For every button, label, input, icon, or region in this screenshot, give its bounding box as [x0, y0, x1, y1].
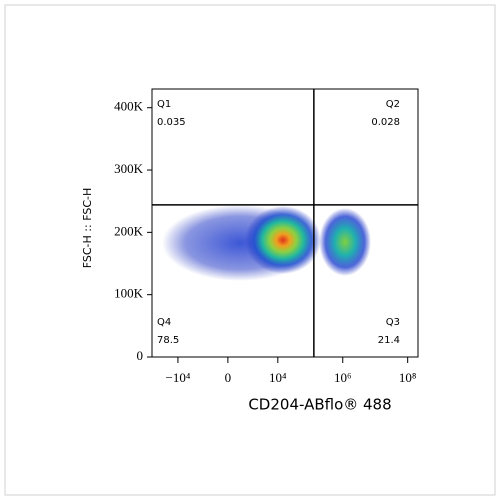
- quadrant-value: 0.035: [157, 117, 186, 128]
- quadrant-value: 78.5: [157, 335, 179, 346]
- quadrant-name: Q3: [386, 317, 400, 328]
- x-tick-label: 0: [225, 370, 232, 385]
- x-tick-label: 10⁸: [399, 370, 417, 385]
- y-tick-label: 100K: [114, 286, 144, 301]
- quadrant-name: Q4: [157, 317, 171, 328]
- quadrant-value: 0.028: [371, 117, 400, 128]
- y-tick-label: 0: [137, 348, 144, 363]
- quadrant-value: 21.4: [378, 335, 400, 346]
- quadrant-name: Q1: [157, 99, 171, 110]
- quadrant-name: Q2: [386, 99, 400, 110]
- x-tick-label: −10⁴: [166, 370, 191, 385]
- plot-area: [151, 88, 419, 358]
- y-tick-label: 400K: [114, 99, 144, 114]
- x-axis-label: CD204-ABflo® 488: [248, 396, 391, 414]
- x-tick-label: 10⁴: [269, 370, 287, 385]
- x-tick-label: 10⁶: [334, 370, 352, 385]
- y-tick-label: 300K: [114, 161, 144, 176]
- y-axis-label: FSC-H :: FSC-H: [81, 188, 94, 268]
- y-tick-label: 200K: [114, 223, 144, 238]
- density-cloud: [162, 205, 371, 281]
